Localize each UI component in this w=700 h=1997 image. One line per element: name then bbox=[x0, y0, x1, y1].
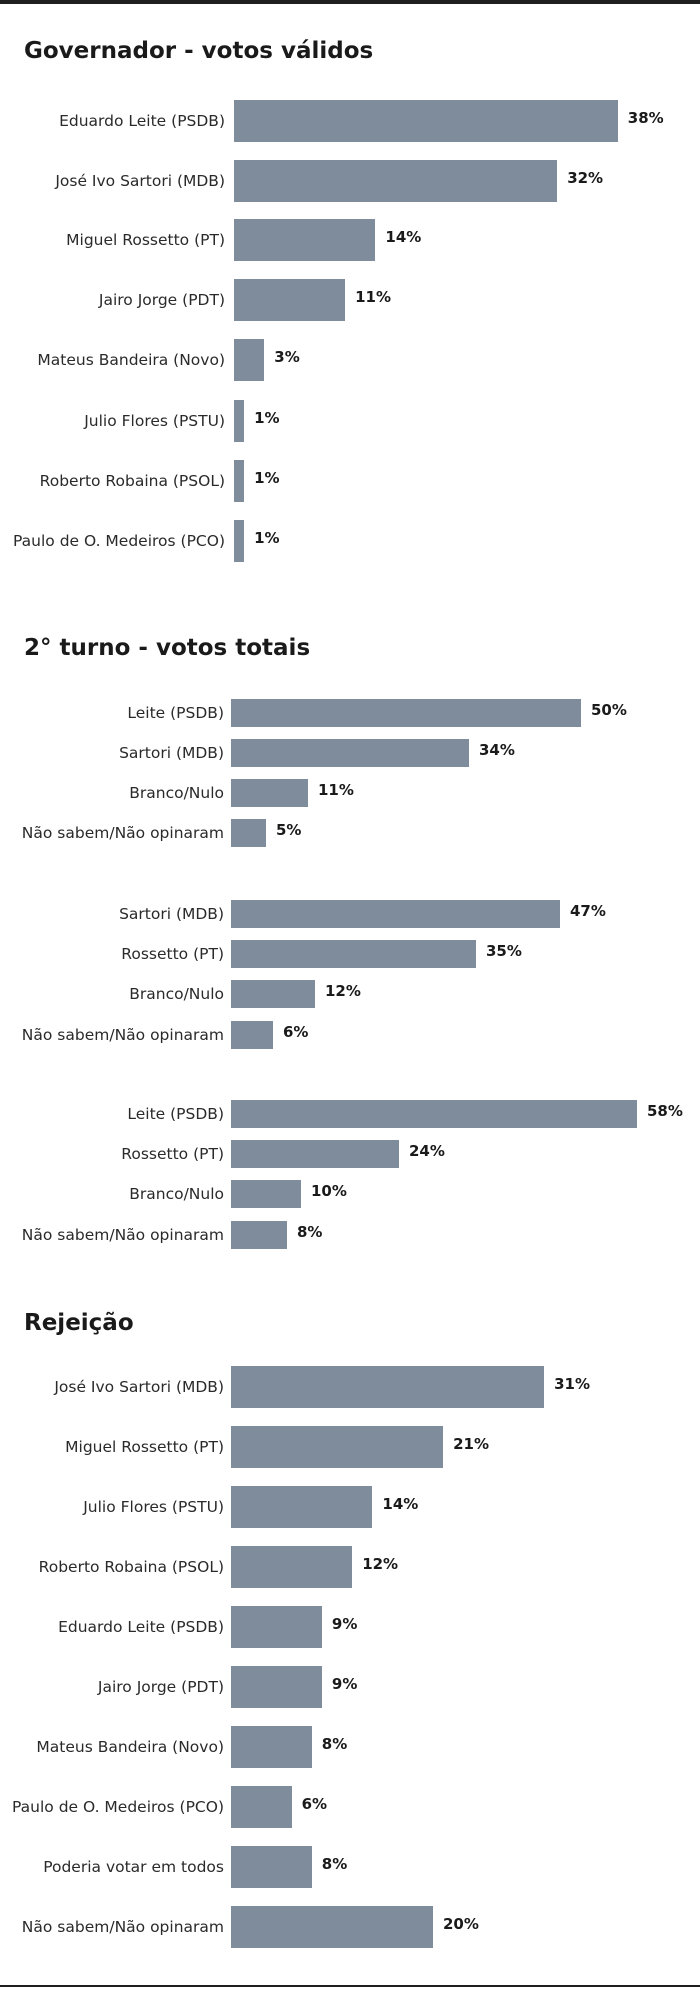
bar-category-label: Não sabem/Não opinaram bbox=[21, 1026, 224, 1044]
bar-category-label: Mateus Bandeira (Novo) bbox=[37, 351, 225, 369]
bar bbox=[234, 160, 558, 202]
bar bbox=[231, 940, 476, 968]
bar-value-label: 8% bbox=[321, 1735, 348, 1753]
bar-category-label: José Ivo Sartori (MDB) bbox=[55, 172, 225, 190]
bar bbox=[231, 1726, 312, 1768]
bar-category-label: Julio Flores (PSTU) bbox=[84, 412, 225, 430]
bar-category-label: Poderia votar em todos bbox=[43, 1858, 224, 1876]
bar-category-label: Não sabem/Não opinaram bbox=[21, 1918, 224, 1936]
bar-category-label: Sartori (MDB) bbox=[119, 905, 224, 923]
bar-value-label: 21% bbox=[453, 1435, 489, 1453]
bar bbox=[231, 699, 581, 727]
bar-value-label: 6% bbox=[283, 1023, 309, 1041]
section-title: Rejeição bbox=[24, 1310, 134, 1336]
bar bbox=[231, 900, 560, 928]
bar-category-label: Sartori (MDB) bbox=[119, 744, 224, 762]
bar-value-label: 5% bbox=[276, 821, 302, 839]
bar-category-label: Miguel Rossetto (PT) bbox=[66, 231, 225, 249]
bar bbox=[231, 1221, 287, 1249]
bar-value-label: 24% bbox=[409, 1142, 445, 1160]
bar-category-label: Roberto Robaina (PSOL) bbox=[38, 1558, 224, 1576]
bar-category-label: Paulo de O. Medeiros (PCO) bbox=[13, 532, 225, 550]
bar-category-label: José Ivo Sartori (MDB) bbox=[54, 1378, 224, 1396]
bar-value-label: 9% bbox=[331, 1615, 358, 1633]
bar-value-label: 47% bbox=[570, 902, 606, 920]
bar bbox=[231, 1366, 545, 1408]
bar-value-label: 11% bbox=[318, 781, 354, 799]
bar-value-label: 58% bbox=[647, 1102, 683, 1120]
bar bbox=[231, 819, 266, 847]
bottom-rule bbox=[0, 1985, 700, 1987]
bar-value-label: 1% bbox=[254, 529, 280, 547]
bar bbox=[231, 779, 308, 807]
bar-category-label: Eduardo Leite (PSDB) bbox=[58, 1618, 224, 1636]
bar bbox=[231, 1546, 353, 1588]
bar-category-label: Mateus Bandeira (Novo) bbox=[36, 1738, 224, 1756]
bar-value-label: 1% bbox=[254, 469, 280, 487]
bar bbox=[231, 1100, 637, 1128]
bar bbox=[231, 1786, 292, 1828]
bar-value-label: 35% bbox=[486, 942, 522, 960]
section-title: Governador - votos válidos bbox=[24, 38, 374, 64]
bar-value-label: 8% bbox=[297, 1223, 323, 1241]
bar-category-label: Jairo Jorge (PDT) bbox=[97, 1678, 224, 1696]
bar-value-label: 12% bbox=[325, 982, 361, 1000]
bar-category-label: Rossetto (PT) bbox=[121, 1145, 224, 1163]
bar-category-label: Miguel Rossetto (PT) bbox=[65, 1438, 224, 1456]
section-title: 2° turno - votos totais bbox=[24, 635, 311, 661]
bar bbox=[234, 520, 245, 562]
bar-value-label: 50% bbox=[591, 701, 627, 719]
bar-category-label: Leite (PSDB) bbox=[127, 1105, 224, 1123]
bar-value-label: 12% bbox=[362, 1555, 399, 1573]
bar-category-label: Branco/Nulo bbox=[129, 1185, 224, 1203]
bar-value-label: 34% bbox=[479, 741, 515, 759]
bar-value-label: 14% bbox=[385, 228, 422, 246]
bar bbox=[234, 400, 245, 442]
bar bbox=[231, 739, 469, 767]
bar bbox=[231, 1606, 322, 1648]
top-rule bbox=[0, 0, 700, 4]
bar-value-label: 6% bbox=[301, 1795, 328, 1813]
bar bbox=[234, 219, 376, 261]
bar bbox=[231, 1666, 322, 1708]
bar bbox=[234, 460, 245, 502]
bar-category-label: Jairo Jorge (PDT) bbox=[98, 291, 225, 309]
bar bbox=[231, 1021, 273, 1049]
bar bbox=[231, 1140, 399, 1168]
bar bbox=[234, 339, 265, 381]
bar-value-label: 8% bbox=[321, 1855, 348, 1873]
bar-value-label: 11% bbox=[355, 288, 391, 306]
bar-category-label: Leite (PSDB) bbox=[127, 704, 224, 722]
bar bbox=[234, 100, 618, 142]
bar-value-label: 3% bbox=[274, 348, 300, 366]
bar-category-label: Branco/Nulo bbox=[129, 784, 224, 802]
bar-value-label: 9% bbox=[331, 1675, 358, 1693]
bar bbox=[231, 980, 315, 1008]
bar-category-label: Não sabem/Não opinaram bbox=[21, 1226, 224, 1244]
bar-category-label: Eduardo Leite (PSDB) bbox=[59, 112, 225, 130]
bar bbox=[231, 1486, 373, 1528]
bar-value-label: 38% bbox=[627, 109, 664, 127]
bar bbox=[231, 1846, 312, 1888]
bar-category-label: Paulo de O. Medeiros (PCO) bbox=[12, 1798, 224, 1816]
bar-value-label: 14% bbox=[382, 1495, 419, 1513]
bar bbox=[234, 279, 346, 321]
bar-value-label: 31% bbox=[554, 1375, 590, 1393]
bar-value-label: 1% bbox=[254, 409, 280, 427]
bar-category-label: Branco/Nulo bbox=[129, 985, 224, 1003]
bar bbox=[231, 1906, 433, 1948]
bar-category-label: Julio Flores (PSTU) bbox=[83, 1498, 224, 1516]
bar-category-label: Não sabem/Não opinaram bbox=[21, 824, 224, 842]
bar-category-label: Roberto Robaina (PSOL) bbox=[39, 472, 225, 490]
bar-category-label: Rossetto (PT) bbox=[121, 945, 224, 963]
bar-value-label: 32% bbox=[567, 169, 604, 187]
bar bbox=[231, 1426, 444, 1468]
bar-value-label: 10% bbox=[311, 1182, 347, 1200]
bar bbox=[231, 1180, 301, 1208]
bar-value-label: 20% bbox=[443, 1915, 479, 1933]
